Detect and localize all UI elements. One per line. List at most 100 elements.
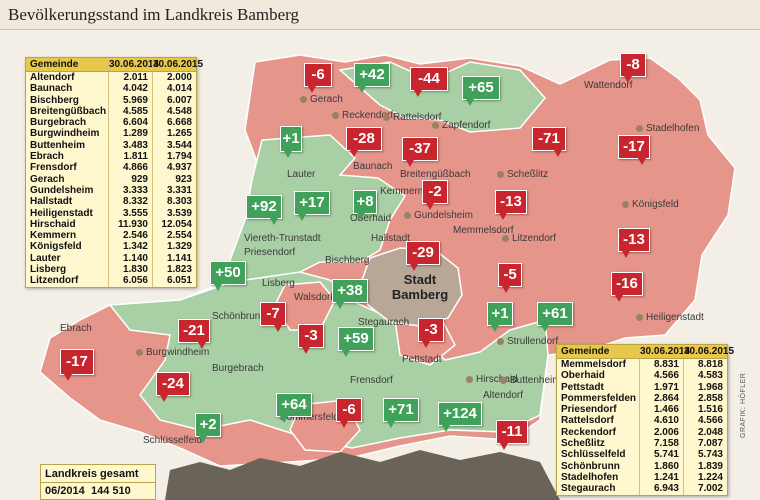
population-2015: 6.051 bbox=[152, 275, 196, 287]
change-tag: -16 bbox=[611, 272, 643, 302]
municipality-name: Stegaurach bbox=[561, 483, 616, 495]
place-schesslitz: Scheßlitz bbox=[497, 169, 548, 180]
table-row: Pommersfelden 2.864 2.858 bbox=[557, 392, 727, 405]
table-row: Bischberg 5.969 6.007 bbox=[26, 94, 196, 106]
municipality-name: Priesendorf bbox=[561, 404, 617, 416]
place-koenigsfeld: Königsfeld bbox=[622, 199, 679, 210]
table-body: Memmelsdorf 8.831 8.818 Oberhaid 4.566 4.583 P… bbox=[557, 359, 727, 495]
place-priesendorf: Priesendorf bbox=[244, 247, 296, 258]
table-row: Gundelsheim 3.333 3.331 bbox=[26, 184, 196, 197]
table-header: Gemeinde 30.06.2014 30.06.2015 bbox=[557, 345, 734, 359]
place-breitenguessbach: Breitengüßbach bbox=[400, 169, 471, 180]
change-tag: -3 bbox=[418, 318, 444, 348]
population-2015: 1.839 bbox=[683, 460, 727, 472]
population-table-right: Gemeinde 30.06.2014 30.06.2015 Memmelsdo… bbox=[556, 344, 734, 496]
table-row: Heiligenstadt 3.555 3.539 bbox=[26, 207, 196, 219]
population-2014: 11.930 bbox=[108, 218, 152, 231]
change-tag: +59 bbox=[338, 327, 374, 357]
place-baunach: Baunach bbox=[353, 161, 393, 172]
place-viereth-trunstadt: Viereth-Trunstadt bbox=[244, 233, 321, 244]
change-tag: -13 bbox=[495, 190, 527, 220]
place-pettstadt: Pettstadt bbox=[402, 354, 442, 365]
change-tag: +61 bbox=[537, 302, 573, 332]
change-tag: +2 bbox=[195, 413, 221, 443]
change-tag: +92 bbox=[246, 195, 282, 225]
place-memmelsdorf: Memmelsdorf bbox=[453, 225, 514, 236]
change-tag: +71 bbox=[383, 398, 419, 428]
municipality-name: Scheßlitz bbox=[561, 438, 605, 450]
population-2014: 6.943 bbox=[639, 483, 683, 495]
population-2015: 1.823 bbox=[152, 264, 196, 276]
population-2015: 4.566 bbox=[683, 415, 727, 427]
population-2014: 2.011 bbox=[108, 72, 152, 84]
municipality-name: Rattelsdorf bbox=[561, 415, 614, 427]
place-zapfendorf: Zapfendorf bbox=[432, 120, 490, 131]
population-2015: 4.548 bbox=[152, 105, 196, 118]
place-burgwindheim: Burgwindheim bbox=[136, 347, 209, 358]
population-2014: 1.811 bbox=[108, 151, 152, 163]
municipality-name: Königsfeld bbox=[30, 241, 82, 253]
table-row: Litzendorf 6.056 6.051 bbox=[26, 275, 196, 287]
population-2015: 1.265 bbox=[152, 128, 196, 140]
population-2014: 4.866 bbox=[108, 162, 152, 174]
population-2015: 7.087 bbox=[683, 438, 727, 450]
population-2014: 1.830 bbox=[108, 264, 152, 276]
place-schluesselfeld: Schlüsselfeld bbox=[143, 435, 202, 446]
population-2015: 8.818 bbox=[683, 359, 727, 371]
change-tag: +1 bbox=[487, 302, 513, 332]
table-row: Hirschaid 11.930 12.054 bbox=[26, 218, 196, 231]
table-row: Baunach 4.042 4.014 bbox=[26, 83, 196, 95]
table-row: Buttenheim 3.483 3.544 bbox=[26, 139, 196, 152]
place-stadelhofen: Stadelhofen bbox=[636, 123, 699, 134]
place-rattelsdorf: Rattelsdorf bbox=[383, 112, 441, 123]
table-row: Reckendorf 2.006 2.048 bbox=[557, 426, 727, 439]
population-2014: 2.546 bbox=[108, 230, 152, 242]
municipality-name: Pommersfelden bbox=[561, 392, 637, 404]
change-tag: -37 bbox=[402, 137, 438, 167]
population-2014: 7.158 bbox=[639, 438, 683, 450]
population-2014: 1.289 bbox=[108, 128, 152, 140]
place-wattendorf: Wattendorf bbox=[584, 80, 633, 91]
table-row: Oberhaid 4.566 4.583 bbox=[557, 370, 727, 382]
table-row: Altendorf 2.011 2.000 bbox=[26, 72, 196, 84]
population-2014: 3.555 bbox=[108, 207, 152, 219]
population-2015: 6.668 bbox=[152, 117, 196, 129]
municipality-name: Hallstadt bbox=[30, 196, 73, 208]
population-2014: 8.831 bbox=[639, 359, 683, 371]
change-tag: -17 bbox=[618, 135, 650, 165]
change-tag: -17 bbox=[60, 349, 94, 381]
change-tag: -5 bbox=[498, 263, 522, 293]
population-2014: 2.006 bbox=[639, 426, 683, 439]
table-row: Priesendorf 1.466 1.516 bbox=[557, 404, 727, 416]
place-pommersfelden: Pommersfelden bbox=[280, 412, 351, 423]
municipality-name: Schlüsselfeld bbox=[561, 449, 626, 461]
population-2015: 7.002 bbox=[683, 483, 727, 495]
population-2015: 1.794 bbox=[152, 151, 196, 163]
change-tag: -29 bbox=[406, 241, 440, 271]
population-2014: 3.483 bbox=[108, 139, 152, 152]
change-tag: -6 bbox=[304, 63, 332, 93]
change-tag: +17 bbox=[294, 191, 330, 221]
total-title: Landkreis gesamt bbox=[41, 465, 155, 482]
municipality-name: Ebrach bbox=[30, 151, 64, 163]
change-tag: -13 bbox=[618, 228, 650, 258]
change-tag: +42 bbox=[354, 63, 390, 93]
change-tag: -8 bbox=[620, 53, 646, 83]
table-row: Scheßlitz 7.158 7.087 bbox=[557, 438, 727, 450]
population-2015: 1.516 bbox=[683, 404, 727, 416]
municipality-name: Hirschaid bbox=[30, 218, 76, 230]
population-2014: 1.466 bbox=[639, 404, 683, 416]
population-2015: 5.743 bbox=[683, 449, 727, 461]
change-tag: +64 bbox=[276, 393, 312, 423]
municipality-name: Schönbrunn bbox=[561, 460, 620, 472]
change-tag: +1 bbox=[280, 126, 302, 158]
change-tag: -3 bbox=[298, 324, 324, 354]
table-row: Stadelhofen 1.241 1.224 bbox=[557, 471, 727, 484]
table-row: Memmelsdorf 8.831 8.818 bbox=[557, 359, 727, 371]
table-header: Gemeinde 30.06.2014 30.06.2015 bbox=[26, 58, 203, 72]
district-total-box: Landkreis gesamt 06/2014 144 510 bbox=[40, 464, 156, 500]
population-2015: 2.000 bbox=[152, 72, 196, 84]
place-hirschaid: Hirschaid bbox=[466, 374, 518, 385]
population-2015: 3.331 bbox=[152, 184, 196, 197]
table-row: Hallstadt 8.332 8.303 bbox=[26, 196, 196, 208]
